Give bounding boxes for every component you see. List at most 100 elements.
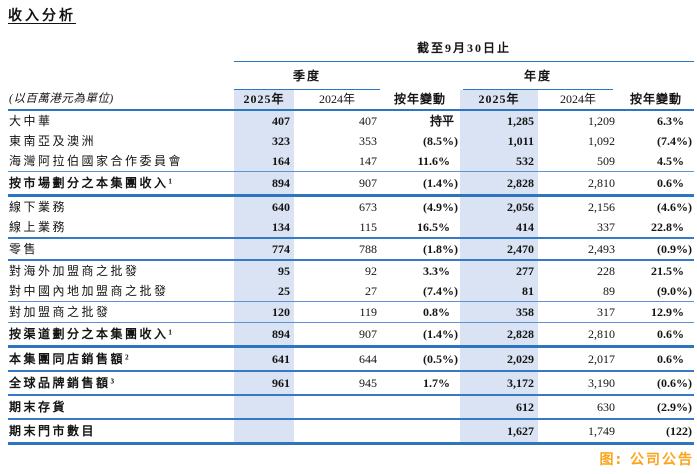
table-row: 海灣阿拉伯國家合作委員會 164 147 11.6% 532 509 4.5% (8, 151, 694, 172)
row-label: 期末存貨 (9, 400, 68, 414)
cell-quarter-yoy-change: (1.8%) (423, 242, 458, 256)
row-label: 對海外加盟商之批發 (9, 264, 140, 278)
cell-year-2025: 81 (460, 281, 538, 301)
page-title: 收入分析 (8, 8, 76, 24)
row-label: 零售 (9, 242, 39, 256)
cell-year-2024: 509 (597, 154, 615, 168)
cell-year-yoy-change: 21.5% (651, 264, 684, 278)
table-row: 按渠道劃分之本集團收入¹ 894 907 (1.4%) 2,828 2,810 … (8, 323, 694, 348)
cell-quarter-2025: 641 (234, 348, 294, 370)
table-row: 大中華 407 407 持平 1,285 1,209 6.3% (8, 111, 694, 131)
cell-year-2024: 317 (597, 305, 615, 319)
cell-quarter-2025: 95 (234, 261, 294, 281)
cell-year-yoy-change: (2.9%) (657, 400, 692, 414)
cell-quarter-2025: 120 (234, 302, 294, 322)
cell-year-2025: 612 (460, 396, 538, 418)
cell-quarter-2025: 323 (234, 131, 294, 151)
column-header-row: (以百萬港元為單位) 2025年 2024年 按年變動 2025年 2024年 … (8, 90, 694, 111)
cell-quarter-2024: 147 (359, 154, 377, 168)
row-label: 全球品牌銷售額³ (9, 376, 117, 390)
cell-quarter-2025: 25 (234, 281, 294, 301)
cell-year-2025: 532 (460, 151, 538, 171)
table-row: 對海外加盟商之批發 95 92 3.3% 277 228 21.5% (8, 261, 694, 281)
cell-year-yoy-change: 0.6% (657, 176, 684, 190)
cell-quarter-2024: 407 (359, 114, 377, 128)
revenue-table: 截至9月30日止 季度 年度 (以百萬港元為單位) 2025年 2024年 按年… (8, 36, 694, 445)
cell-quarter-yoy-change: (8.5%) (423, 134, 458, 148)
cell-year-yoy-change: (0.6%) (657, 376, 692, 390)
cell-year-2024: 337 (597, 220, 615, 234)
table-row: 按市場劃分之本集團收入¹ 894 907 (1.4%) 2,828 2,810 … (8, 172, 694, 197)
cell-year-yoy-change: 4.5% (657, 154, 684, 168)
cell-quarter-yoy-change (380, 396, 460, 418)
cell-year-2024: 1,209 (588, 114, 615, 128)
cell-year-yoy-change: 6.3% (657, 114, 684, 128)
row-label: 海灣阿拉伯國家合作委員會 (9, 154, 184, 168)
cell-year-2024: 89 (603, 284, 615, 298)
row-label: 對加盟商之批發 (9, 305, 111, 319)
cell-quarter-2025 (234, 396, 294, 418)
row-label: 本集團同店銷售額² (9, 352, 132, 366)
cell-year-2024: 228 (597, 264, 615, 278)
cell-quarter-2024: 119 (359, 305, 377, 319)
col-header-y2025: 2025年 (460, 90, 538, 109)
cell-quarter-2025: 961 (234, 372, 294, 394)
cell-year-yoy-change: 12.9% (651, 305, 684, 319)
cell-year-2025: 2,029 (460, 348, 538, 370)
cell-year-2025: 277 (460, 261, 538, 281)
cell-year-2025: 1,285 (460, 111, 538, 131)
group-header-year: 年度 (463, 63, 613, 90)
cell-year-2024: 2,156 (588, 200, 615, 214)
cell-quarter-2025: 894 (234, 172, 294, 194)
table-row: 線下業務 640 673 (4.9%) 2,056 2,156 (4.6%) (8, 197, 694, 217)
cell-year-2024: 1,749 (588, 424, 615, 438)
cell-quarter-yoy-change: 3.3% (423, 264, 450, 278)
cell-quarter-2025: 407 (234, 111, 294, 131)
cell-quarter-yoy-change: 11.6% (417, 154, 450, 168)
row-label: 對中國內地加盟商之批發 (9, 284, 169, 298)
row-label: 期末門市數目 (9, 424, 97, 438)
cell-year-2024: 2,017 (588, 352, 615, 366)
cell-quarter-yoy-change: 1.7% (423, 376, 450, 390)
cell-year-yoy-change: 22.8% (651, 220, 684, 234)
cell-quarter-2025: 134 (234, 217, 294, 237)
cell-quarter-2024: 27 (365, 284, 377, 298)
cell-quarter-2024 (294, 396, 380, 418)
cell-quarter-yoy-change: 16.5% (417, 220, 450, 234)
row-label: 按市場劃分之本集團收入¹ (9, 176, 175, 190)
table-row: 對中國內地加盟商之批發 25 27 (7.4%) 81 89 (9.0%) (8, 281, 694, 302)
cell-quarter-2025 (234, 420, 294, 442)
cell-quarter-2024: 353 (359, 134, 377, 148)
cell-year-2024: 1,092 (588, 134, 615, 148)
cell-year-2025: 414 (460, 217, 538, 237)
row-label: 按渠道劃分之本集團收入¹ (9, 327, 175, 341)
table-row: 零售 774 788 (1.8%) 2,470 2,493 (0.9%) (8, 239, 694, 261)
cell-quarter-2024: 115 (359, 220, 377, 234)
col-header-q-yoy: 按年變動 (393, 92, 446, 106)
cell-year-2025: 2,828 (460, 172, 538, 194)
unit-label: (以百萬港元為單位) (9, 93, 114, 105)
row-label: 東南亞及澳洲 (9, 134, 97, 148)
cell-year-2024: 2,493 (588, 242, 615, 256)
cell-quarter-yoy-change: 0.8% (423, 305, 450, 319)
cell-year-2024: 630 (597, 400, 615, 414)
cell-year-yoy-change: 0.6% (657, 327, 684, 341)
group-header-row: 季度 年度 (8, 63, 694, 90)
col-header-y2024: 2024年 (559, 92, 596, 106)
cell-year-yoy-change: (0.9%) (657, 242, 692, 256)
period-header-row: 截至9月30日止 (8, 36, 694, 63)
table-row: 東南亞及澳洲 323 353 (8.5%) 1,011 1,092 (7.4%) (8, 131, 694, 151)
col-header-q2025: 2025年 (234, 90, 294, 109)
cell-year-yoy-change: (122) (666, 424, 692, 438)
cell-quarter-2025: 164 (234, 151, 294, 171)
cell-quarter-yoy-change: 持平 (429, 114, 454, 128)
cell-quarter-yoy-change: (0.5%) (423, 352, 458, 366)
cell-quarter-yoy-change (380, 420, 460, 442)
row-label: 大中華 (9, 114, 53, 128)
cell-year-yoy-change: (7.4%) (657, 134, 692, 148)
table-body: 大中華 407 407 持平 1,285 1,209 6.3% 東南亞及澳洲 3… (8, 111, 694, 445)
cell-quarter-yoy-change: (7.4%) (423, 284, 458, 298)
table-row: 期末門市數目 1,627 1,749 (122) (8, 420, 694, 445)
cell-year-2025: 3,172 (460, 372, 538, 394)
